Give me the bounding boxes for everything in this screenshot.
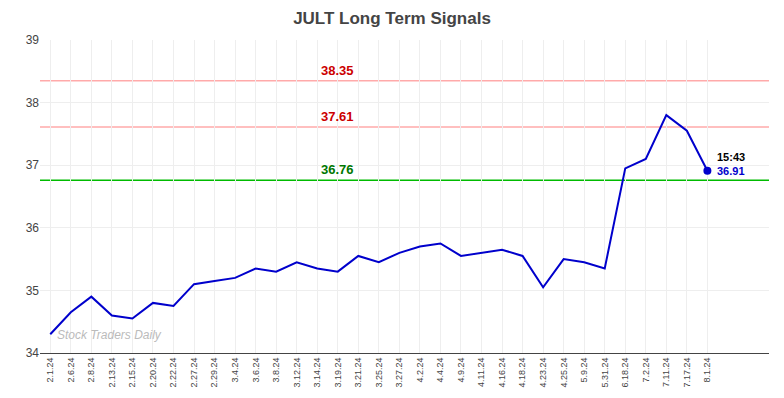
svg-text:4.4.24: 4.4.24 [435, 358, 445, 383]
svg-text:Stock Traders Daily: Stock Traders Daily [57, 328, 162, 342]
svg-text:37: 37 [26, 158, 40, 172]
svg-text:37.61: 37.61 [321, 109, 354, 124]
svg-text:35: 35 [26, 284, 40, 298]
svg-text:3.21.24: 3.21.24 [353, 358, 363, 388]
svg-text:3.27.24: 3.27.24 [394, 358, 404, 388]
svg-text:5.9.24: 5.9.24 [579, 358, 589, 383]
svg-text:3.14.24: 3.14.24 [312, 358, 322, 388]
svg-text:2.20.24: 2.20.24 [148, 358, 158, 388]
svg-text:4.11.24: 4.11.24 [476, 358, 486, 387]
svg-text:2.22.24: 2.22.24 [168, 358, 178, 388]
svg-text:3.8.24: 3.8.24 [271, 358, 281, 383]
svg-text:8.1.24: 8.1.24 [702, 358, 712, 383]
svg-text:7.2.24: 7.2.24 [641, 358, 651, 383]
svg-text:4.25.24: 4.25.24 [559, 358, 569, 388]
svg-text:7.17.24: 7.17.24 [682, 358, 692, 388]
svg-text:3.19.24: 3.19.24 [333, 358, 343, 388]
svg-text:36.91: 36.91 [717, 165, 745, 177]
svg-text:3.4.24: 3.4.24 [230, 358, 240, 383]
svg-text:36: 36 [26, 221, 40, 235]
svg-text:34: 34 [26, 346, 40, 360]
svg-text:2.13.24: 2.13.24 [107, 358, 117, 388]
svg-text:3.12.24: 3.12.24 [292, 358, 302, 388]
svg-text:4.23.24: 4.23.24 [538, 358, 548, 388]
svg-text:2.8.24: 2.8.24 [86, 358, 96, 383]
svg-text:2.6.24: 2.6.24 [66, 358, 76, 383]
svg-text:2.29.24: 2.29.24 [209, 358, 219, 388]
svg-text:2.27.24: 2.27.24 [189, 358, 199, 388]
svg-text:38: 38 [26, 96, 40, 110]
svg-text:4.2.24: 4.2.24 [415, 358, 425, 383]
svg-text:7.11.24: 7.11.24 [661, 358, 671, 387]
svg-text:JULT Long Term Signals: JULT Long Term Signals [293, 9, 491, 28]
svg-text:36.76: 36.76 [321, 162, 354, 177]
svg-text:39: 39 [26, 33, 40, 47]
svg-text:6.18.24: 6.18.24 [620, 358, 630, 388]
svg-text:4.16.24: 4.16.24 [497, 358, 507, 388]
svg-text:4.18.24: 4.18.24 [518, 358, 528, 388]
svg-text:2.15.24: 2.15.24 [127, 358, 137, 388]
svg-text:38.35: 38.35 [321, 63, 354, 78]
svg-text:3.6.24: 3.6.24 [251, 358, 261, 383]
svg-text:5.31.24: 5.31.24 [600, 358, 610, 388]
svg-text:2.1.24: 2.1.24 [45, 358, 55, 383]
svg-text:4.9.24: 4.9.24 [456, 358, 466, 383]
svg-text:3.25.24: 3.25.24 [374, 358, 384, 388]
svg-text:15:43: 15:43 [717, 151, 745, 163]
